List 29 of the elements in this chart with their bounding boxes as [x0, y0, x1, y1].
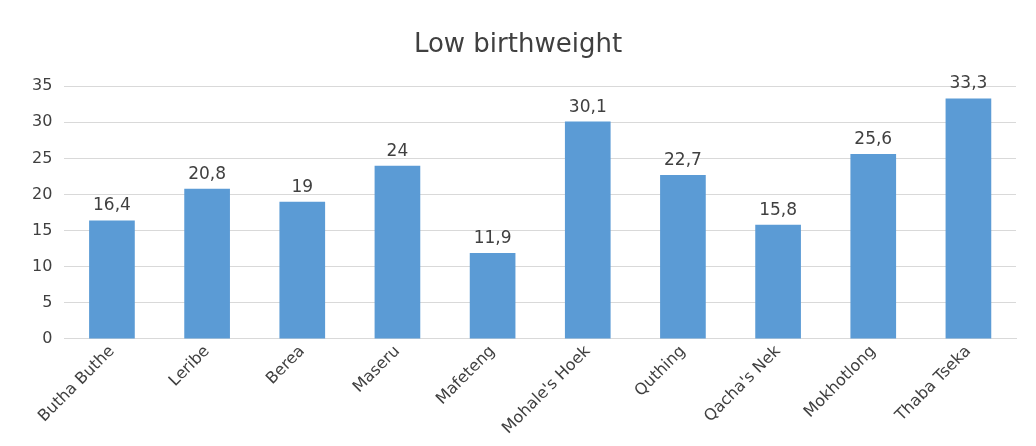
bar — [89, 220, 135, 339]
data-label: 11,9 — [473, 226, 512, 247]
data-label: 33,3 — [949, 72, 988, 93]
bar — [564, 121, 611, 339]
data-label: 24 — [386, 139, 409, 160]
data-label: 22,7 — [664, 148, 702, 169]
y-tick-label: 15 — [32, 219, 53, 239]
bar — [850, 154, 897, 339]
bar — [755, 224, 801, 339]
data-label: 20,8 — [188, 162, 227, 183]
y-tick-label: 0 — [42, 328, 53, 348]
data-label: 30,1 — [568, 95, 607, 116]
data-label: 16,4 — [93, 194, 131, 215]
data-label: 15,8 — [759, 198, 798, 219]
chart-title: Low birthweight — [413, 28, 623, 59]
y-tick-label: 25 — [32, 147, 53, 167]
bar — [469, 253, 516, 339]
y-tick-label: 10 — [32, 255, 53, 275]
bar — [279, 201, 326, 339]
data-label: 25,6 — [854, 128, 893, 149]
bar — [184, 188, 230, 339]
y-tick-label: 30 — [32, 111, 53, 131]
y-tick-label: 20 — [32, 183, 53, 203]
y-tick-label: 5 — [42, 292, 53, 312]
y-tick-label: 35 — [32, 75, 53, 95]
bar — [945, 98, 992, 339]
data-label: 19 — [291, 175, 314, 196]
bar — [374, 165, 421, 339]
bar — [660, 175, 706, 339]
